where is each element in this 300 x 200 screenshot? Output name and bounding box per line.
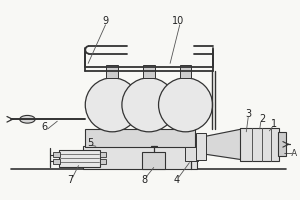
Text: 8: 8 bbox=[141, 175, 147, 185]
Text: 1: 1 bbox=[271, 119, 277, 129]
Text: 6: 6 bbox=[42, 122, 48, 132]
Bar bbox=[196, 133, 206, 160]
Bar bbox=[142, 152, 165, 169]
Bar bbox=[180, 65, 191, 78]
Ellipse shape bbox=[20, 115, 35, 123]
Bar bbox=[278, 132, 286, 156]
Text: 9: 9 bbox=[103, 16, 109, 26]
Bar bbox=[143, 65, 155, 78]
Text: 2: 2 bbox=[260, 114, 266, 124]
Text: 3: 3 bbox=[245, 109, 251, 119]
Polygon shape bbox=[204, 129, 242, 160]
Circle shape bbox=[85, 78, 139, 132]
Bar bbox=[100, 152, 106, 157]
Text: 7: 7 bbox=[68, 175, 74, 185]
Bar bbox=[241, 128, 279, 161]
Circle shape bbox=[158, 78, 212, 132]
Text: 5: 5 bbox=[87, 138, 93, 148]
Bar bbox=[53, 159, 60, 164]
Bar bbox=[100, 159, 106, 164]
Text: 4: 4 bbox=[174, 175, 180, 185]
Text: 10: 10 bbox=[172, 16, 184, 26]
Bar bbox=[59, 150, 100, 167]
Bar bbox=[184, 147, 198, 161]
Bar bbox=[85, 129, 195, 147]
Bar bbox=[83, 146, 197, 169]
Circle shape bbox=[122, 78, 176, 132]
Text: —A: —A bbox=[284, 149, 298, 158]
Bar bbox=[106, 65, 118, 78]
Bar bbox=[53, 152, 60, 157]
